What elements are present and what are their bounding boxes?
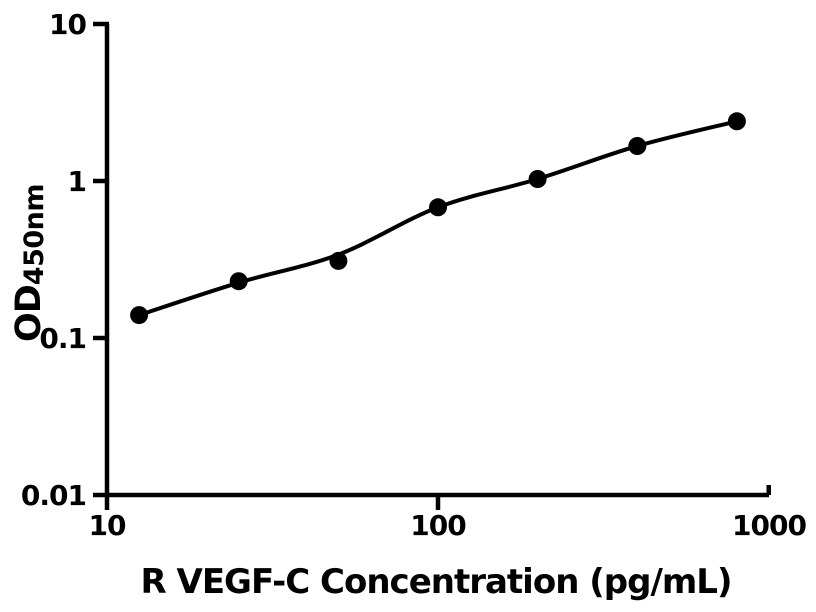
fit-curve-line bbox=[138, 119, 738, 318]
x-tick-label: 1000 bbox=[732, 509, 806, 542]
x-tick-label: 100 bbox=[410, 509, 466, 542]
axes bbox=[104, 24, 769, 510]
axis-ticks bbox=[93, 21, 771, 510]
data-point-marker bbox=[628, 137, 647, 155]
data-point-marker bbox=[329, 251, 348, 270]
data-point-marker bbox=[727, 112, 746, 131]
data-point-marker bbox=[528, 170, 547, 188]
x-tick-label: 10 bbox=[89, 509, 126, 542]
x-axis-title: R VEGF-C Concentration (pg/mL) bbox=[140, 562, 731, 602]
data-point-marker bbox=[429, 198, 447, 217]
y-axis-title-subscript: 450nm bbox=[19, 184, 50, 285]
y-tick-label: 0.1 bbox=[39, 322, 86, 355]
y-axis-title-main: OD bbox=[9, 285, 49, 342]
y-tick-label: 1 bbox=[68, 165, 86, 198]
y-tick-label: 0.01 bbox=[21, 479, 86, 512]
data-point-marker bbox=[229, 272, 248, 291]
plot-series bbox=[130, 112, 746, 325]
y-axis-title: OD450nm bbox=[9, 184, 50, 342]
y-tick-label: 10 bbox=[49, 8, 86, 41]
data-point-marker bbox=[130, 306, 149, 325]
